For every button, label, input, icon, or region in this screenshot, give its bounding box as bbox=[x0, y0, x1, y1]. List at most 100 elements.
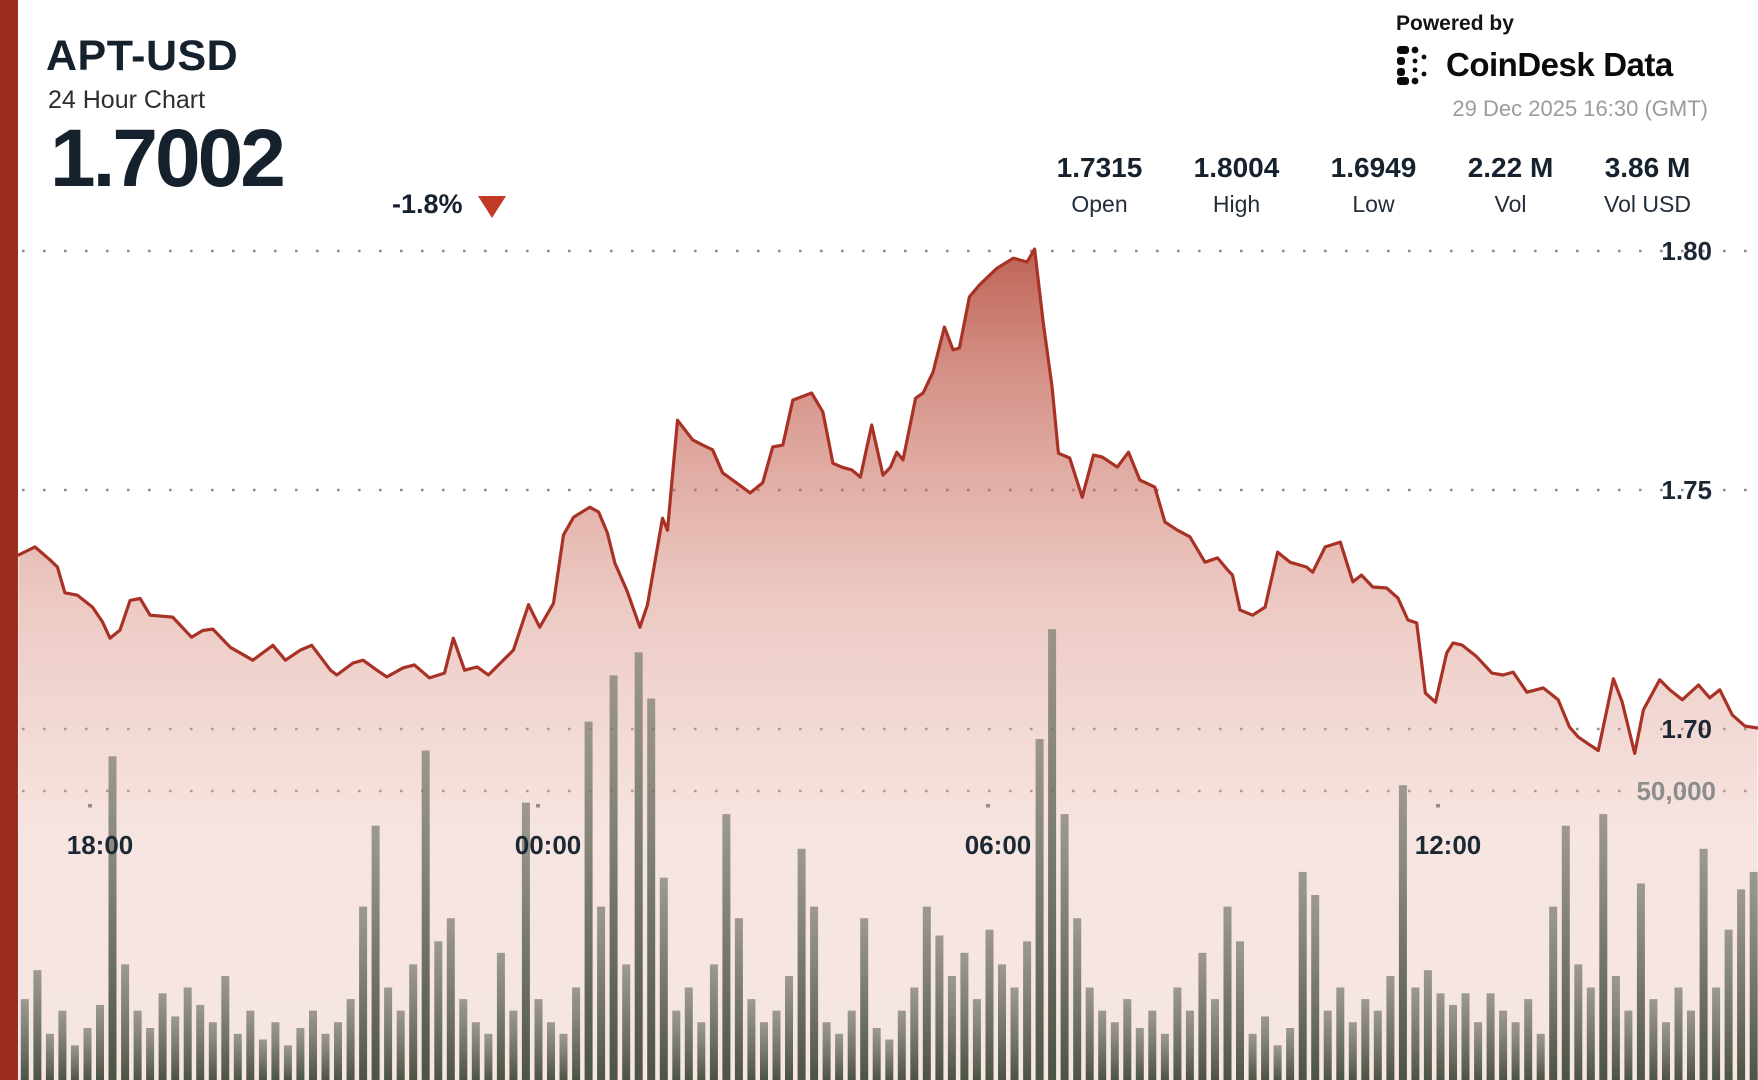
volume-bar bbox=[1524, 999, 1533, 1080]
volume-bar bbox=[797, 848, 806, 1080]
stat-label: Vol USD bbox=[1604, 191, 1691, 217]
volume-bar bbox=[709, 964, 718, 1080]
volume-bar bbox=[860, 918, 869, 1080]
volume-bar bbox=[1574, 964, 1583, 1080]
volume-bar bbox=[922, 906, 931, 1080]
stat-volume: 2.22 M Vol bbox=[1442, 152, 1579, 218]
last-price: 1.7002 bbox=[50, 113, 286, 204]
volume-bar bbox=[1185, 1010, 1194, 1080]
volume-bar bbox=[221, 976, 230, 1080]
volume-bar bbox=[146, 1028, 155, 1080]
volume-bar bbox=[1160, 1033, 1169, 1080]
volume-bar bbox=[1611, 976, 1620, 1080]
volume-bar bbox=[1749, 871, 1758, 1080]
volume-bar bbox=[1348, 1022, 1357, 1080]
volume-bar bbox=[1636, 883, 1645, 1080]
volume-bar bbox=[1110, 1022, 1119, 1080]
volume-bar bbox=[634, 652, 643, 1080]
volume-axis-tick: 50,000 bbox=[1636, 776, 1716, 806]
volume-bar bbox=[697, 1022, 706, 1080]
price-line bbox=[17, 247, 1758, 755]
volume-bar bbox=[747, 999, 756, 1080]
volume-bar bbox=[471, 1022, 480, 1080]
volume-bar bbox=[835, 1033, 844, 1080]
volume-bar bbox=[434, 941, 443, 1080]
brand-coindesk: CoinDesk bbox=[1446, 46, 1595, 83]
volume-bar bbox=[58, 1010, 67, 1080]
volume-bar bbox=[1010, 987, 1019, 1080]
volume-bar bbox=[1386, 976, 1395, 1080]
volume-bar bbox=[872, 1028, 881, 1080]
volume-bar bbox=[321, 1033, 330, 1080]
volume-bar bbox=[672, 1010, 681, 1080]
volume-bar bbox=[1461, 993, 1470, 1080]
volume-bar bbox=[346, 999, 355, 1080]
volume-bar bbox=[1536, 1033, 1545, 1080]
volume-bar bbox=[1486, 993, 1495, 1080]
volume-bar bbox=[309, 1010, 317, 1080]
volume-bar bbox=[1561, 825, 1570, 1080]
volume-bar bbox=[822, 1022, 831, 1080]
volume-bar bbox=[371, 825, 380, 1080]
volume-bar bbox=[1436, 993, 1445, 1080]
volume-bar bbox=[534, 999, 543, 1080]
volume-bar bbox=[572, 987, 581, 1080]
volume-bar bbox=[760, 1022, 768, 1080]
volume-bar bbox=[1048, 629, 1057, 1080]
volume-bar bbox=[521, 802, 530, 1080]
volume-bar bbox=[1649, 999, 1658, 1080]
stat-high: 1.8004 High bbox=[1168, 152, 1305, 218]
volume-bar bbox=[722, 814, 731, 1080]
stat-volume-usd: 3.86 M Vol USD bbox=[1579, 152, 1716, 218]
volume-bar bbox=[158, 993, 167, 1080]
volume-bar bbox=[1586, 987, 1595, 1080]
volume-bar bbox=[121, 964, 130, 1080]
volume-bar bbox=[459, 999, 468, 1080]
volume-bar bbox=[910, 987, 919, 1080]
volume-bar bbox=[1323, 1010, 1332, 1080]
volume-bar bbox=[246, 1010, 255, 1080]
volume-bar bbox=[421, 750, 430, 1080]
volume-bar bbox=[935, 935, 944, 1080]
time-axis-tick-1200: 12:00 bbox=[1414, 830, 1482, 860]
volume-bar bbox=[1236, 941, 1244, 1080]
volume-bar bbox=[960, 952, 969, 1080]
volume-bar bbox=[283, 1045, 292, 1080]
stat-value: 1.8004 bbox=[1193, 152, 1280, 183]
volume-bar bbox=[1511, 1022, 1520, 1080]
watermark: Powered by CoinDesk Data 29 Dec bbox=[1396, 12, 1708, 122]
volume-bar bbox=[1373, 1010, 1382, 1080]
time-axis-tick-0600: 06:00 bbox=[964, 830, 1032, 860]
volume-bar bbox=[70, 1045, 79, 1080]
stat-label: High bbox=[1212, 191, 1261, 217]
volume-bar bbox=[1273, 1045, 1282, 1080]
volume-bar bbox=[1211, 999, 1219, 1080]
brand-data: Data bbox=[1603, 46, 1673, 83]
volume-bar bbox=[484, 1033, 493, 1080]
volume-bar bbox=[972, 999, 981, 1080]
volume-bar bbox=[258, 1039, 267, 1080]
volume-bar bbox=[597, 906, 606, 1080]
volume-bar bbox=[1060, 814, 1069, 1080]
powered-by-label: Powered by bbox=[1396, 12, 1514, 35]
chart-subtitle: 24 Hour Chart bbox=[48, 86, 206, 114]
ohlc-stats-row: 1.7315 Open 1.8004 High 1.6949 Low 2.22 … bbox=[1031, 152, 1716, 218]
down-triangle-icon bbox=[478, 196, 506, 218]
volume-bar bbox=[810, 906, 819, 1080]
time-axis-tick-0000: 00:00 bbox=[514, 830, 582, 860]
volume-bar bbox=[847, 1010, 856, 1080]
volume-bar bbox=[183, 987, 192, 1080]
price-axis-tick-175: 1.75 bbox=[1661, 475, 1712, 505]
stat-value: 2.22 M bbox=[1467, 152, 1554, 183]
volume-bar bbox=[622, 964, 631, 1080]
volume-bar bbox=[108, 756, 117, 1080]
volume-bar bbox=[384, 987, 393, 1080]
percent-change: -1.8% bbox=[392, 189, 463, 219]
volume-bar bbox=[1549, 906, 1558, 1080]
volume-bar bbox=[1674, 987, 1683, 1080]
volume-bar bbox=[1311, 895, 1320, 1080]
price-axis-tick-170: 1.70 bbox=[1661, 714, 1712, 744]
stat-value: 3.86 M bbox=[1604, 152, 1691, 183]
volume-bar bbox=[985, 929, 994, 1080]
